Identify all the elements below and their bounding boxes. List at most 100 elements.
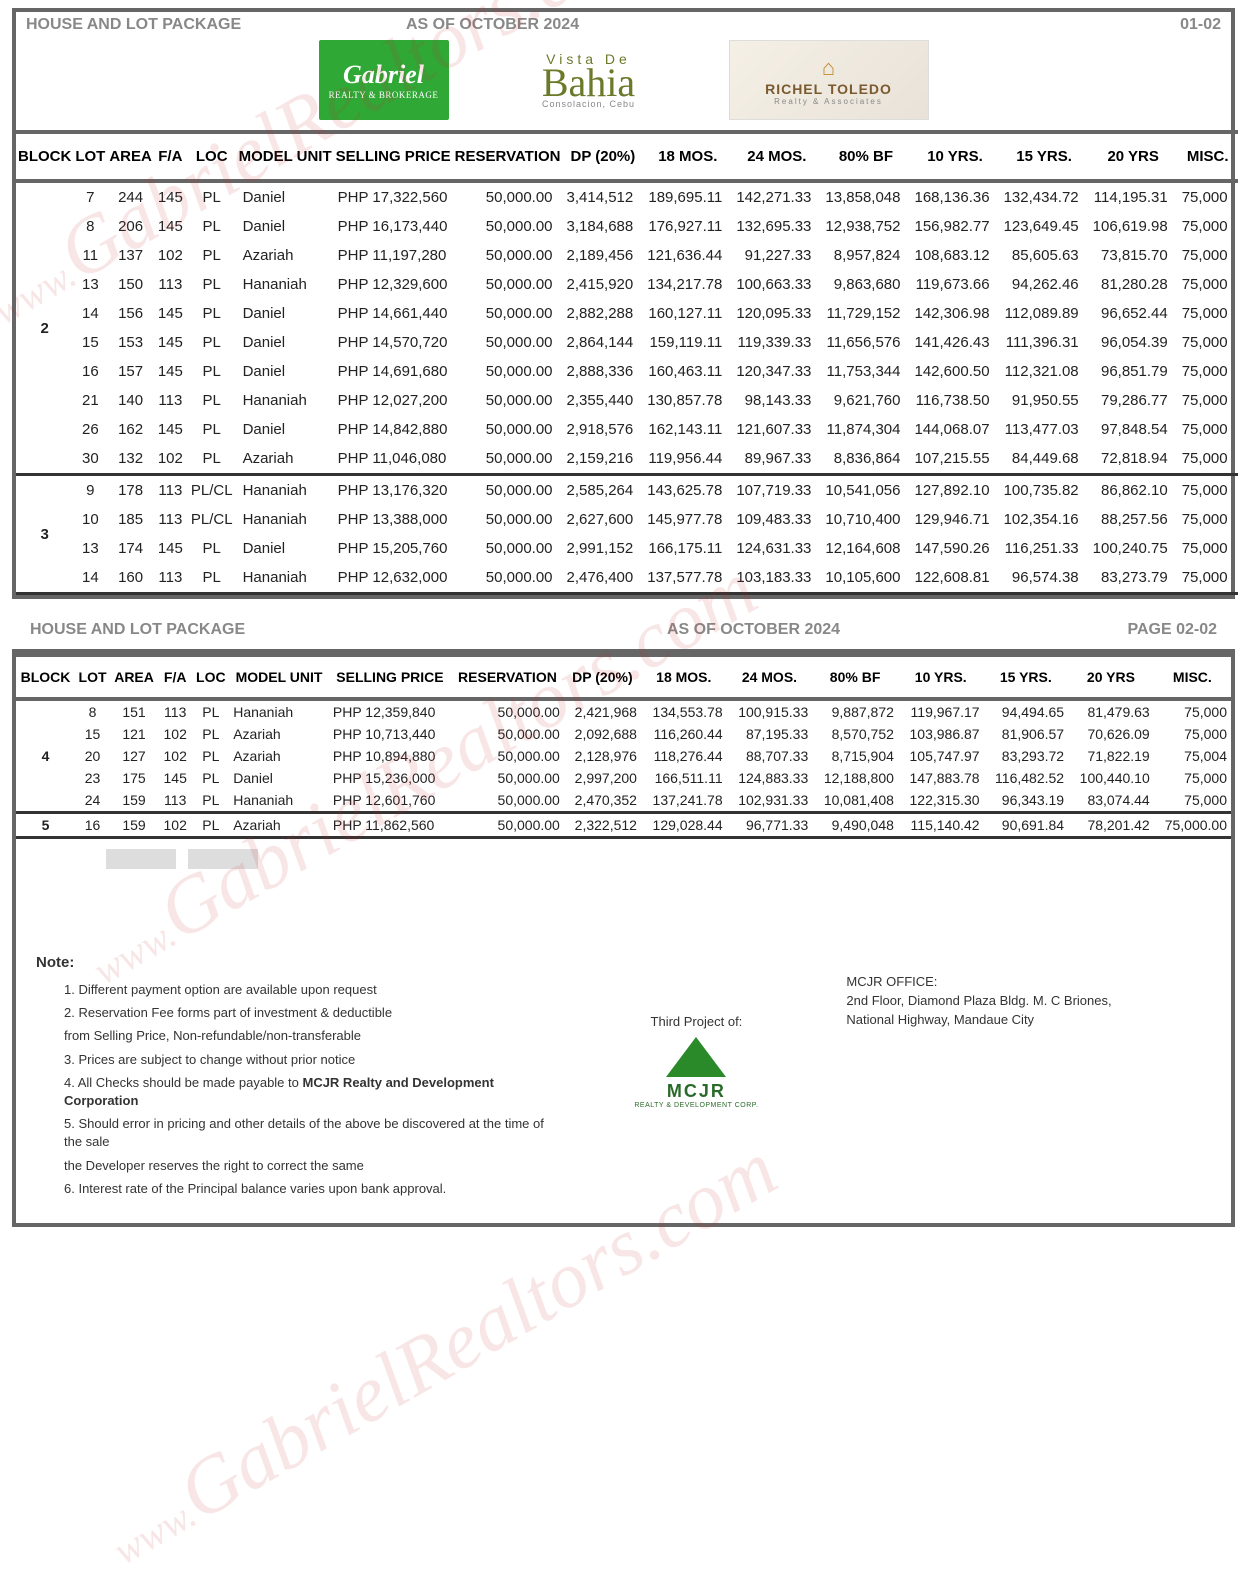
cell-bf: 9,490,048 xyxy=(812,813,898,838)
col-header: BLOCK xyxy=(16,655,75,699)
cell-fa: 145 xyxy=(154,534,187,563)
table-row: 15121102PLAzariahPHP 10,713,44050,000.00… xyxy=(16,723,1231,745)
cell-loc: PL xyxy=(192,723,229,745)
cell-m18: 129,028.44 xyxy=(641,813,727,838)
cell-price: PHP 14,691,680 xyxy=(334,357,453,386)
cell-price: PHP 11,046,080 xyxy=(334,444,453,475)
cell-y15: 116,251.33 xyxy=(1000,534,1089,563)
table-row: 516159102PLAzariahPHP 11,862,56050,000.0… xyxy=(16,813,1231,838)
office-address: MCJR OFFICE: 2nd Floor, Diamond Plaza Bl… xyxy=(846,954,1211,1031)
cell-y15: 123,649.45 xyxy=(1000,212,1089,241)
cell-model: Daniel xyxy=(237,534,334,563)
cell-res: 50,000.00 xyxy=(451,699,564,723)
cell-area: 150 xyxy=(107,270,154,299)
cell-loc: PL xyxy=(187,328,237,357)
richel-t1: RICHEL TOLEDO xyxy=(765,81,892,97)
col-header: BLOCK xyxy=(16,132,73,181)
cell-model: Hananiah xyxy=(237,563,334,594)
cell-dp: 2,322,512 xyxy=(564,813,641,838)
third-project-label: Third Project of: xyxy=(566,1014,826,1029)
cell-lot: 8 xyxy=(75,699,110,723)
cell-lot: 26 xyxy=(73,415,107,444)
cell-misc: 75,000 xyxy=(1178,357,1238,386)
note-item: 3. Prices are subject to change without … xyxy=(64,1051,546,1069)
cell-bf: 11,874,304 xyxy=(821,415,910,444)
gabriel-logo: Gabriel REALTY & BROKERAGE xyxy=(319,40,449,120)
note-item: the Developer reserves the right to corr… xyxy=(64,1157,546,1175)
cell-area: 132 xyxy=(107,444,154,475)
asof: AS OF OCTOBER 2024 xyxy=(410,621,1097,639)
cell-y20: 114,195.31 xyxy=(1089,181,1178,212)
col-header: RESERVATION xyxy=(451,655,564,699)
cell-dp: 2,888,336 xyxy=(563,357,644,386)
cell-m24: 96,771.33 xyxy=(727,813,813,838)
cell-y10: 122,608.81 xyxy=(910,563,999,594)
cell-misc: 75,000 xyxy=(1178,299,1238,328)
cell-y20: 96,652.44 xyxy=(1089,299,1178,328)
cell-fa: 145 xyxy=(154,212,187,241)
cell-loc: PL xyxy=(187,386,237,415)
cell-lot: 7 xyxy=(73,181,107,212)
cell-bf: 11,753,344 xyxy=(821,357,910,386)
cell-y15: 85,605.63 xyxy=(1000,241,1089,270)
cell-m18: 121,636.44 xyxy=(643,241,732,270)
cell-m24: 120,095.33 xyxy=(732,299,821,328)
cell-lot: 15 xyxy=(75,723,110,745)
cell-area: 174 xyxy=(107,534,154,563)
cell-bf: 8,957,824 xyxy=(821,241,910,270)
cell-m24: 88,707.33 xyxy=(727,745,813,767)
cell-y15: 112,089.89 xyxy=(1000,299,1089,328)
cell-m24: 102,931.33 xyxy=(727,789,813,813)
cell-bf: 13,858,048 xyxy=(821,181,910,212)
cell-fa: 113 xyxy=(154,563,187,594)
cell-dp: 2,159,216 xyxy=(563,444,644,475)
cell-loc: PL xyxy=(192,745,229,767)
cell-fa: 102 xyxy=(158,723,192,745)
cell-y15: 112,321.08 xyxy=(1000,357,1089,386)
cell-lot: 23 xyxy=(75,767,110,789)
cell-misc: 75,000 xyxy=(1178,212,1238,241)
cell-y10: 147,590.26 xyxy=(910,534,999,563)
gabriel-sub: REALTY & BROKERAGE xyxy=(329,90,439,100)
cell-area: 244 xyxy=(107,181,154,212)
cell-misc: 75,000.00 xyxy=(1154,813,1231,838)
cell-price: PHP 10,894,880 xyxy=(329,745,451,767)
cell-area: 162 xyxy=(107,415,154,444)
col-header: 24 MOS. xyxy=(732,132,821,181)
cell-lot: 13 xyxy=(73,270,107,299)
cell-area: 121 xyxy=(110,723,158,745)
cell-lot: 16 xyxy=(75,813,110,838)
page-2: BLOCKLOTAREAF/ALOCMODEL UNITSELLING PRIC… xyxy=(12,649,1235,1227)
cell-lot: 16 xyxy=(73,357,107,386)
cell-bf: 8,715,904 xyxy=(812,745,898,767)
col-header: 10 YRS. xyxy=(898,655,984,699)
block-cell: 3 xyxy=(16,475,73,594)
cell-y15: 91,950.55 xyxy=(1000,386,1089,415)
cell-lot: 14 xyxy=(73,563,107,594)
cell-misc: 75,000 xyxy=(1178,563,1238,594)
cell-price: PHP 11,862,560 xyxy=(329,813,451,838)
cell-model: Azariah xyxy=(229,723,329,745)
cell-area: 127 xyxy=(110,745,158,767)
block-cell: 4 xyxy=(16,699,75,813)
table-row: 10185113PL/CLHananiahPHP 13,388,00050,00… xyxy=(16,505,1238,534)
cell-model: Daniel xyxy=(237,328,334,357)
cell-y15: 83,293.72 xyxy=(984,745,1069,767)
cell-loc: PL xyxy=(187,270,237,299)
col-header: MODEL UNIT xyxy=(229,655,329,699)
cell-misc: 75,000 xyxy=(1178,444,1238,475)
cell-m24: 124,883.33 xyxy=(727,767,813,789)
cell-model: Hananiah xyxy=(237,505,334,534)
cell-fa: 113 xyxy=(158,789,192,813)
cell-m24: 100,915.33 xyxy=(727,699,813,723)
cell-m18: 166,511.11 xyxy=(641,767,727,789)
cell-bf: 12,188,800 xyxy=(812,767,898,789)
cell-misc: 75,000 xyxy=(1178,181,1238,212)
cell-y15: 90,691.84 xyxy=(984,813,1069,838)
cell-lot: 10 xyxy=(73,505,107,534)
block-cell: 2 xyxy=(16,181,73,475)
cell-res: 50,000.00 xyxy=(453,475,563,506)
cell-fa: 102 xyxy=(158,745,192,767)
cell-model: Hananiah xyxy=(237,270,334,299)
table-row: 21140113PLHananiahPHP 12,027,20050,000.0… xyxy=(16,386,1238,415)
